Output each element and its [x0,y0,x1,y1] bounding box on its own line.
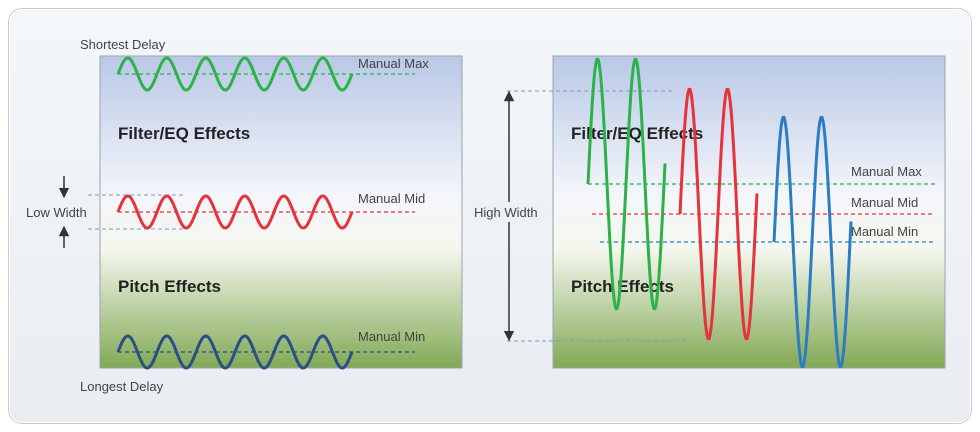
left-manual-mid-label: Manual Mid [358,191,425,206]
left-manual-min-label: Manual Min [358,329,425,344]
left-pitch-effects-label: Pitch Effects [118,277,221,296]
right-manual-min-label: Manual Min [851,224,918,239]
right-mid-wave [678,87,759,341]
right-manual-max-label: Manual Max [851,164,922,179]
high-width-label-bg [470,202,550,222]
left-filter-eq-label: Filter/EQ Effects [118,124,250,143]
shortest-delay-label: Shortest Delay [80,37,166,52]
left-min-wave [116,334,354,370]
right-pitch-effects-label: Pitch Effects [571,277,674,296]
low-width-label: Low Width [26,205,87,220]
high-width-label: High Width [474,205,538,220]
right-max-wave [586,57,667,311]
right-min-wave [772,115,853,369]
left-manual-max-label: Manual Max [358,56,429,71]
left-mid-wave [116,194,354,230]
longest-delay-label: Longest Delay [80,379,164,394]
left-max-wave [116,56,354,92]
right-manual-mid-label: Manual Mid [851,195,918,210]
